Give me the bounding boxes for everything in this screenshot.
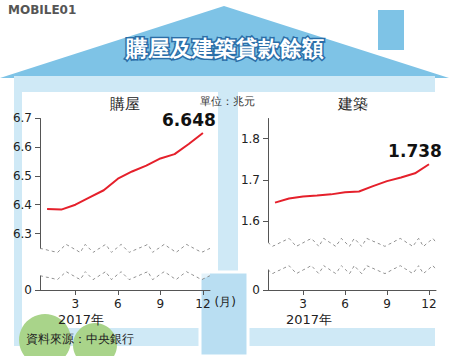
svg-text:2017年: 2017年 bbox=[286, 312, 332, 327]
svg-text:購屋及建築貸款餘額: 購屋及建築貸款餘額 bbox=[125, 36, 324, 61]
svg-text:購屋: 購屋 bbox=[110, 95, 140, 113]
svg-text:資料來源：中央銀行: 資料來源：中央銀行 bbox=[26, 332, 134, 346]
svg-text:6.7: 6.7 bbox=[13, 111, 32, 125]
svg-text:建築: 建築 bbox=[337, 95, 368, 113]
svg-text:單位：兆元: 單位：兆元 bbox=[200, 95, 255, 108]
svg-text:1.6: 1.6 bbox=[241, 214, 260, 228]
svg-text:0: 0 bbox=[24, 283, 32, 297]
svg-text:6.6: 6.6 bbox=[13, 140, 32, 154]
svg-text:12: 12 bbox=[421, 297, 436, 311]
svg-text:1.8: 1.8 bbox=[241, 132, 260, 146]
svg-text:6.4: 6.4 bbox=[13, 198, 32, 212]
svg-text:3: 3 bbox=[299, 297, 307, 311]
svg-text:6.3: 6.3 bbox=[13, 227, 32, 241]
svg-text:1.7: 1.7 bbox=[241, 173, 260, 187]
svg-text:3: 3 bbox=[72, 297, 80, 311]
svg-text:9: 9 bbox=[383, 297, 391, 311]
svg-text:6: 6 bbox=[114, 297, 122, 311]
svg-text:6.648: 6.648 bbox=[162, 110, 216, 130]
svg-text:(月): (月) bbox=[214, 295, 235, 309]
svg-text:12: 12 bbox=[195, 297, 210, 311]
svg-text:2017年: 2017年 bbox=[58, 312, 104, 327]
svg-text:0: 0 bbox=[252, 283, 260, 297]
svg-text:6: 6 bbox=[341, 297, 349, 311]
svg-text:1.738: 1.738 bbox=[388, 141, 442, 161]
svg-text:9: 9 bbox=[157, 297, 165, 311]
svg-text:6.5: 6.5 bbox=[13, 169, 32, 183]
svg-text:MOBILE01: MOBILE01 bbox=[8, 3, 76, 17]
